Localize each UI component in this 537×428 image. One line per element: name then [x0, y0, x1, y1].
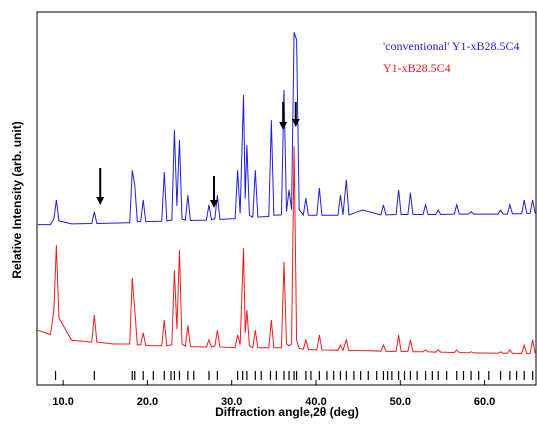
x-tick-label: 10.0 [52, 396, 73, 408]
legend-entry: 'conventional' Y1-xB28.5C4 [383, 39, 520, 53]
arrow-head [210, 200, 219, 208]
arrow-head [96, 197, 105, 205]
x-tick-label: 20.0 [137, 396, 158, 408]
x-tick-label: 40.0 [305, 396, 326, 408]
x-tick-label: 60.0 [474, 396, 495, 408]
legend-entry: Y1-xB28.5C4 [383, 61, 451, 75]
y-axis-title: Relative Intensity (arb. unit) [10, 121, 24, 278]
x-tick-label: 50.0 [390, 396, 411, 408]
series-line [37, 146, 536, 355]
plot-frame [36, 11, 537, 386]
x-tick-label: 30.0 [221, 396, 242, 408]
series-line [37, 31, 536, 226]
arrow-head [279, 122, 288, 130]
arrow-head [291, 119, 300, 127]
x-axis-title: Diffraction angle,2θ (deg) [215, 405, 359, 419]
